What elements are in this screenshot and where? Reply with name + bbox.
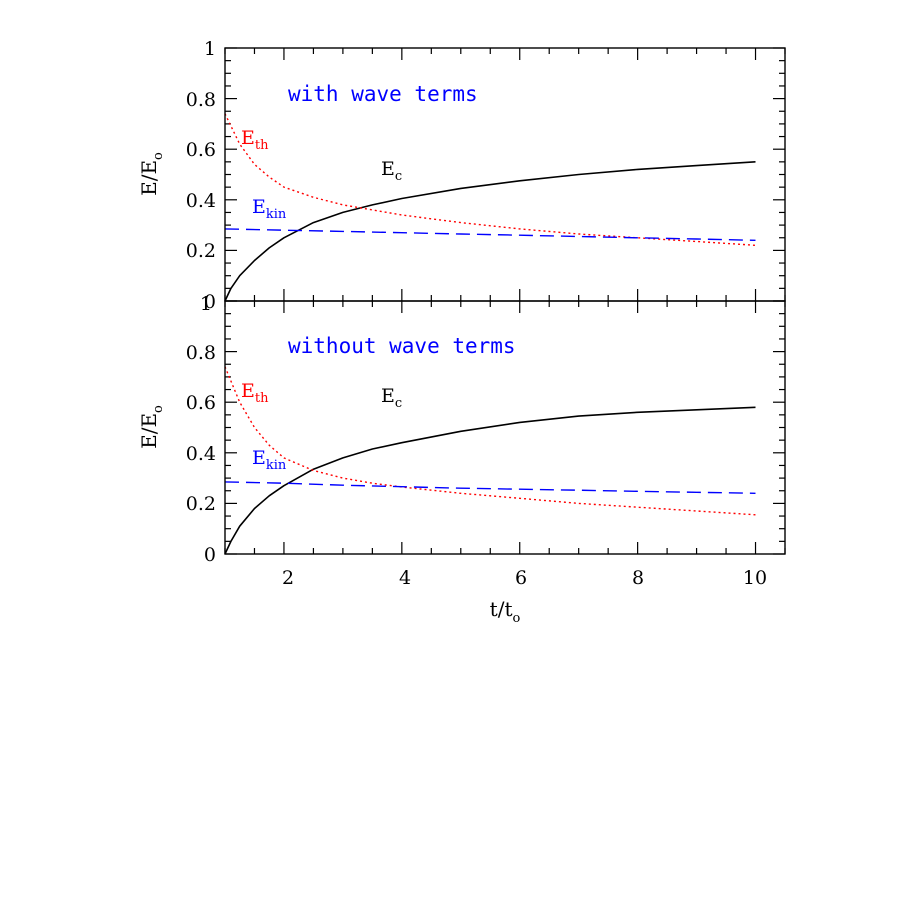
bottom-series-group: [224, 366, 756, 555]
top-label-eth: Eth: [241, 127, 269, 153]
xtick-label-4: 4: [399, 567, 411, 589]
top-label-ekin-sub: kin: [266, 207, 287, 222]
top-ytick-label-4: 0.8: [186, 89, 216, 111]
bottom-ylabel-main: E/E: [137, 413, 161, 449]
top-label-eth-sub: th: [255, 138, 269, 153]
bottom-ytick-label-top-overlap: 1: [200, 293, 212, 315]
bottom-ytick-label-4: 0.8: [186, 342, 216, 364]
top-ytick-label-1: 0.2: [186, 240, 216, 262]
bottom-panel-annotation: without wave terms: [288, 334, 516, 358]
top-label-ekin: Ekin: [252, 196, 287, 222]
bottom-panel: 0 0.2 0.4 0.6 0.8 1 2 4 6 8 10 E/Eo t/to…: [137, 293, 786, 626]
top-ytick-label-2: 0.4: [186, 190, 216, 212]
bottom-ylabel: E/Eo: [137, 405, 166, 449]
bottom-ylabel-sub: o: [151, 405, 166, 413]
top-panel: 0 0.2 0.4 0.6 0.8 1 E/Eo with wave terms…: [137, 38, 786, 313]
bottom-label-ekin-main: E: [252, 447, 266, 469]
top-series-e-kin: [224, 228, 756, 241]
bottom-label-ec-sub: c: [395, 396, 402, 411]
xlabel: t/to: [490, 597, 521, 626]
top-label-ekin-main: E: [252, 196, 266, 218]
top-label-eth-main: E: [241, 127, 255, 149]
top-ylabel: E/Eo: [137, 152, 166, 196]
bottom-xtick-labels: 2 4 6 8 10: [282, 567, 767, 589]
bottom-label-ec: Ec: [381, 385, 402, 411]
top-ytick-label-3: 0.6: [186, 139, 216, 161]
bottom-label-ec-main: E: [381, 385, 395, 407]
top-ytick-label-0: 0: [204, 291, 216, 313]
xlabel-main: t/t: [490, 597, 513, 621]
top-ylabel-sub: o: [151, 152, 166, 160]
bottom-label-eth-sub: th: [255, 391, 269, 406]
top-ytick-labels: 0 0.2 0.4 0.6 0.8 1: [186, 38, 216, 313]
xlabel-sub: o: [512, 611, 520, 626]
bottom-ytick-label-0: 0: [204, 544, 216, 566]
bottom-label-ekin: Ekin: [252, 447, 287, 473]
top-label-ec-main: E: [381, 158, 395, 180]
xtick-label-10: 10: [743, 567, 767, 589]
xtick-label-8: 8: [632, 567, 644, 589]
bottom-label-eth-main: E: [241, 380, 255, 402]
top-panel-annotation: with wave terms: [288, 82, 478, 106]
top-ytick-label-5: 1: [204, 38, 216, 60]
bottom-ytick-label-2: 0.4: [186, 443, 216, 465]
bottom-series-e-c: [224, 406, 756, 555]
bottom-series-e-kin: [224, 481, 756, 494]
bottom-ytick-label-1: 0.2: [186, 493, 216, 515]
bottom-label-ekin-sub: kin: [266, 458, 287, 473]
top-series-e-c: [224, 161, 756, 302]
bottom-ytick-label-3: 0.6: [186, 392, 216, 414]
top-label-ec-sub: c: [395, 169, 402, 184]
bottom-ytick-labels: 0 0.2 0.4 0.6 0.8: [186, 342, 216, 566]
top-ylabel-main: E/E: [137, 160, 161, 196]
xtick-label-2: 2: [282, 567, 294, 589]
bottom-series-e-th: [224, 366, 756, 516]
bottom-label-eth: Eth: [241, 380, 269, 406]
top-series-group: [224, 113, 756, 302]
top-label-ec: Ec: [381, 158, 402, 184]
top-series-e-th: [224, 113, 756, 246]
bottom-plot-frame: [224, 300, 786, 555]
xtick-label-6: 6: [515, 567, 527, 589]
